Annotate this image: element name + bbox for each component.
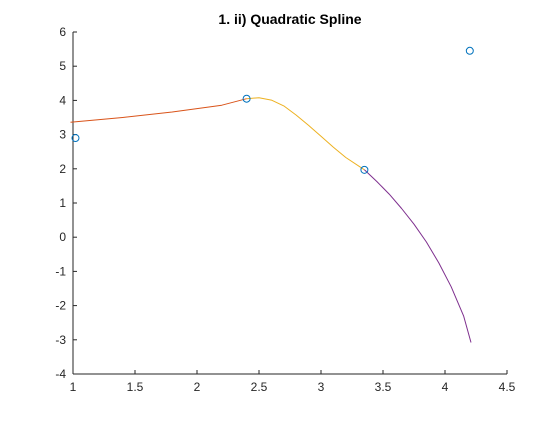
- y-tick-label: 4: [59, 93, 66, 107]
- x-tick-label: 1.5: [127, 380, 144, 394]
- y-tick-label: 6: [59, 25, 66, 39]
- x-tick-label: 2.5: [251, 380, 268, 394]
- data-point-marker: [465, 46, 474, 55]
- x-tick-label: 4.5: [499, 380, 516, 394]
- y-tick-label: -2: [55, 299, 66, 313]
- spline-segment-1: [70, 98, 247, 123]
- y-tick-label: 5: [59, 59, 66, 73]
- y-tick-label: -1: [55, 264, 66, 278]
- x-tick-label: 1: [70, 380, 77, 394]
- spline-series: [70, 97, 472, 343]
- data-points: [71, 46, 474, 174]
- data-point-marker: [242, 94, 251, 103]
- y-tick-label: -4: [55, 367, 66, 381]
- x-tick-label: 3.5: [375, 380, 392, 394]
- y-tick-label: 2: [59, 162, 66, 176]
- y-tick-label: 0: [59, 230, 66, 244]
- spline-segment-3: [364, 169, 472, 343]
- data-point-marker: [71, 134, 80, 143]
- x-tick-label: 4: [442, 380, 449, 394]
- axes: 1 1.5 2 2.5 3 3.5 4 4.5 -4 -3 -2 -1 0 1 2 3 4 5 6: [55, 25, 515, 394]
- y-tick-label: 3: [59, 128, 66, 142]
- y-tick-label: 1: [59, 196, 66, 210]
- spline-segment-2: [246, 97, 365, 171]
- x-tick-label: 3: [318, 380, 325, 394]
- chart-title: 1. ii) Quadratic Spline: [218, 11, 361, 27]
- x-tick-label: 2: [194, 380, 201, 394]
- data-point-marker: [360, 165, 369, 174]
- y-tick-label: -3: [55, 333, 66, 347]
